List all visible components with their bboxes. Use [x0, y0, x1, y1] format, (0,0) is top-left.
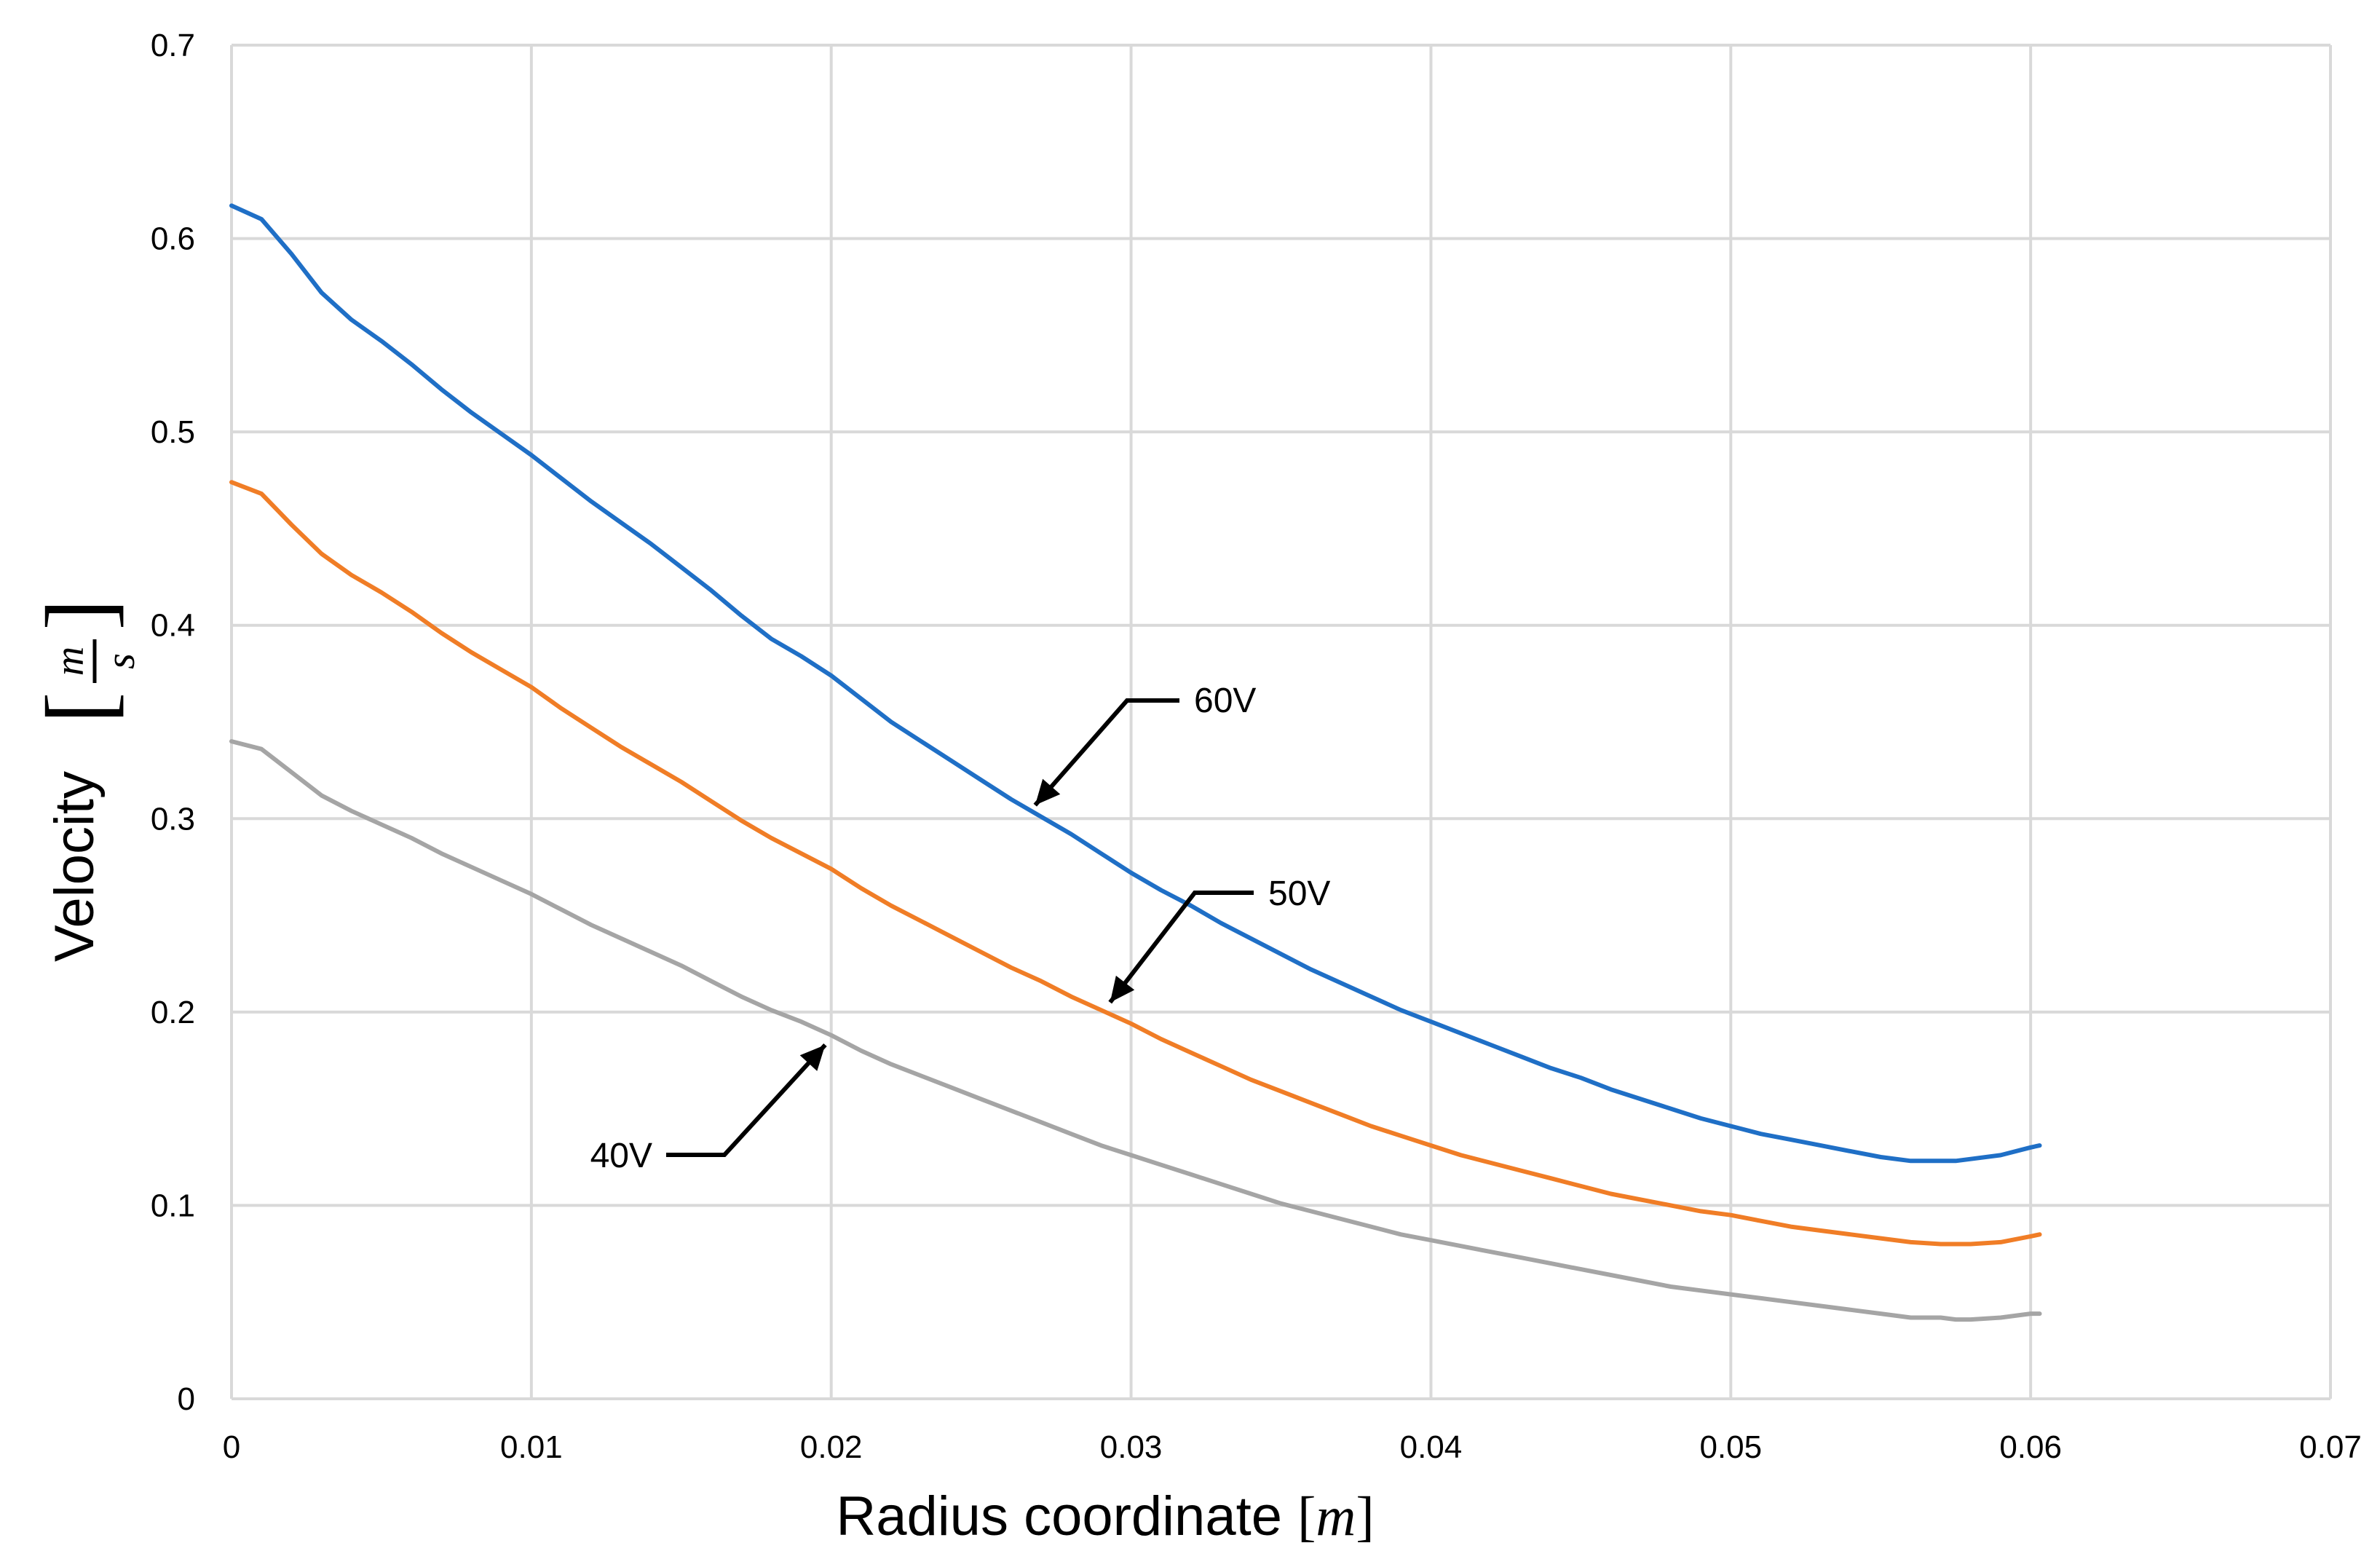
- series-line-50V: [229, 480, 2042, 1247]
- annotation-arrow-line: [1033, 698, 1179, 807]
- annotation-label-40V: 40V: [590, 1137, 652, 1175]
- y-tick-label: 0.7: [151, 28, 195, 63]
- x-tick-label: 0.02: [800, 1429, 863, 1465]
- svg-text:[: [: [27, 692, 132, 723]
- series-line-40V: [229, 739, 2042, 1322]
- x-tick-label: 0.01: [500, 1429, 563, 1465]
- grid: [230, 44, 2332, 1400]
- y-axis-title: Velocity [ m s ]: [27, 599, 143, 962]
- y-tick-label: 0.1: [151, 1188, 195, 1223]
- annotation-group: 60V 50V 40V: [590, 682, 1331, 1175]
- annotation-arrowhead: [1110, 975, 1135, 1003]
- annotation-arrow-line: [666, 1043, 827, 1157]
- y-tick-label: 0.4: [151, 608, 195, 644]
- x-tick-label: 0.04: [1400, 1429, 1463, 1465]
- x-tick-label: 0: [223, 1429, 240, 1465]
- annotation-label-60V: 60V: [1194, 682, 1256, 720]
- x-tick-label: 0.03: [1100, 1429, 1163, 1465]
- series-group: [229, 203, 2042, 1322]
- x-axis-title: Radius coordinate [m]: [836, 1485, 1374, 1547]
- y-axis-unit-numerator: m: [47, 647, 92, 676]
- x-tick-label: 0.06: [1999, 1429, 2062, 1465]
- y-tick-label: 0: [178, 1381, 195, 1417]
- y-tick-label: 0.6: [151, 221, 195, 257]
- tick-labels: 0 0.1 0.2 0.3 0.4 0.5 0.6 0.7 0 0.01 0.02 0.03 0.04 0…: [151, 28, 2362, 1465]
- svg-text:]: ]: [27, 599, 132, 630]
- x-tick-label: 0.05: [1699, 1429, 1762, 1465]
- annotation-arrowhead: [1035, 778, 1061, 805]
- y-axis-title-text: Velocity: [44, 771, 106, 962]
- y-tick-label: 0.5: [151, 414, 195, 450]
- y-tick-label: 0.2: [151, 995, 195, 1030]
- annotation-label-50V: 50V: [1268, 875, 1330, 913]
- y-tick-label: 0.3: [151, 801, 195, 837]
- y-axis-unit-denominator: s: [98, 653, 143, 669]
- annotation-arrowhead: [799, 1045, 826, 1071]
- annotation-arrow-line: [1108, 891, 1254, 1004]
- series-line-60V: [229, 203, 2042, 1164]
- x-tick-label: 0.07: [2299, 1429, 2362, 1465]
